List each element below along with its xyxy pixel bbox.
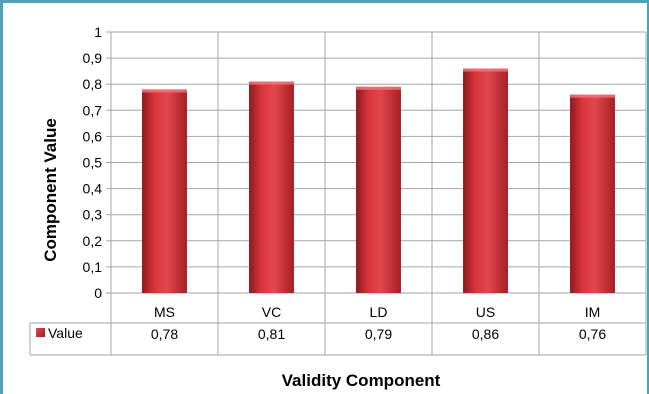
y-tick-label: 0,6 [83,128,103,144]
y-tick-labels: 0 0,1 0,2 0,3 0,4 0,5 0,6 0,7 0,8 0,9 1 [83,24,103,301]
category-label: VC [262,304,281,320]
data-table-value: 0,78 [151,326,178,342]
category-label: IM [585,304,601,320]
y-tick-label: 0,9 [83,50,103,66]
y-tick-label: 0,2 [83,233,103,249]
category-label: LD [370,304,388,320]
y-tick-label: 0,4 [83,181,103,197]
y-tick-label: 0,8 [83,76,103,92]
bar-top-highlight [463,68,508,72]
data-table-value: 0,86 [472,326,499,342]
bar-im [570,94,615,293]
x-axis-title: Validity Component [282,371,441,390]
category-label: MS [154,304,175,320]
y-tick-label: 1 [94,24,102,40]
legend-swatch [36,328,45,337]
y-tick-label: 0 [94,285,102,301]
data-table: MS VC LD US IM Value 0,78 0,81 0,79 0,86 0,76 [36,304,606,342]
bar-top-highlight [142,89,187,93]
bar-top-highlight [249,81,294,85]
category-label: US [476,304,495,320]
bars [142,68,615,293]
legend-label: Value [48,325,83,341]
bar-vc [249,81,294,293]
y-tick-label: 0,3 [83,207,103,223]
y-axis-title: Component Value [41,118,60,262]
bar-ms [142,89,187,293]
y-tick-label: 0,5 [83,155,103,171]
data-table-value: 0,76 [579,326,606,342]
y-tick-label: 0,7 [83,102,103,118]
data-table-value: 0,79 [365,326,392,342]
bar-top-highlight [356,86,401,90]
bar-ld [356,86,401,293]
bar-us [463,68,508,293]
data-table-value: 0,81 [258,326,285,342]
gridlines [29,31,647,356]
y-tick-label: 0,1 [83,259,103,275]
bar-top-highlight [570,94,615,98]
